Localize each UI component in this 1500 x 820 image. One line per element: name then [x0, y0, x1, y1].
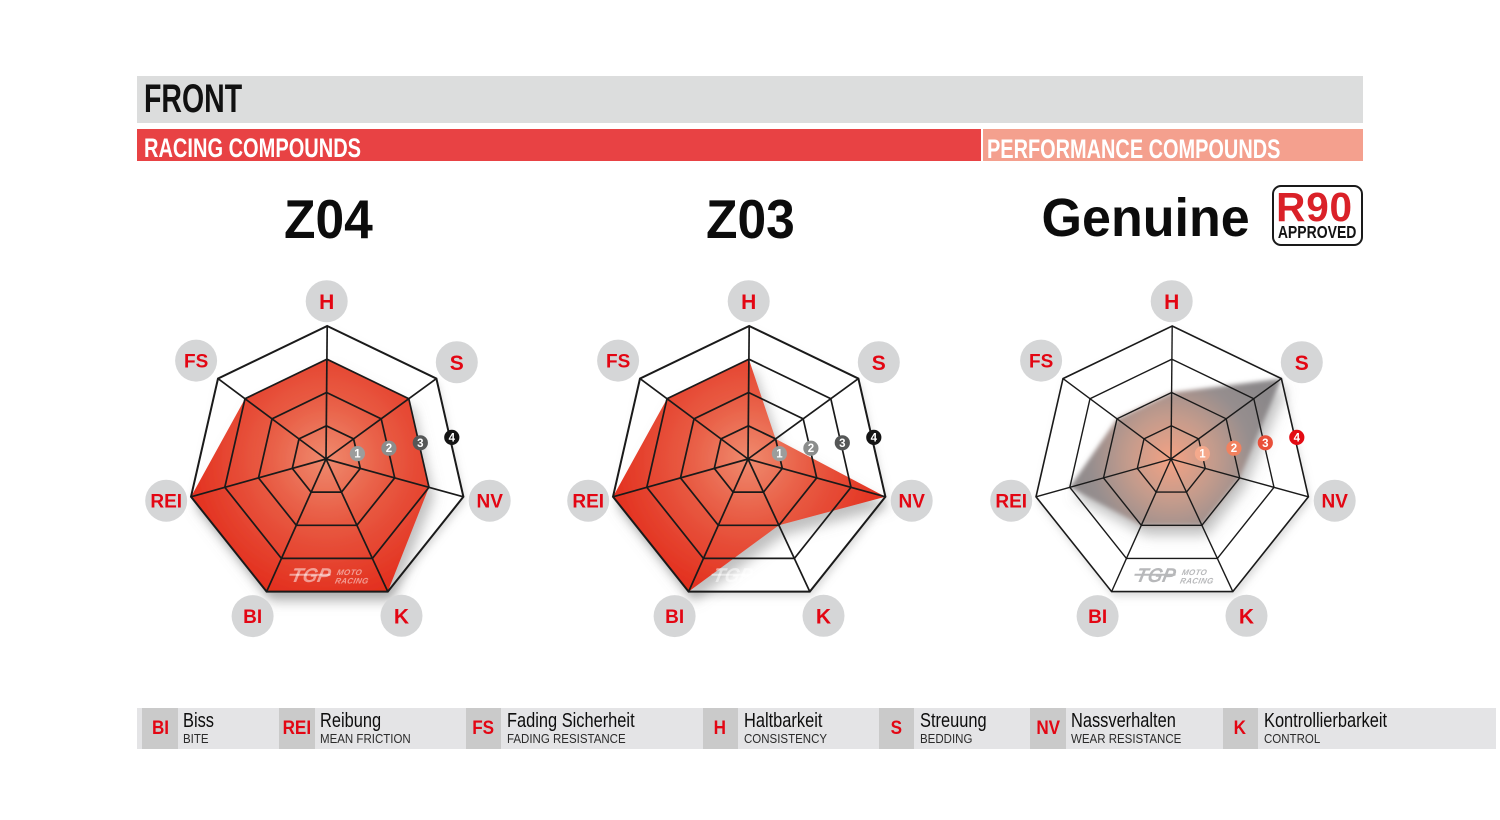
svg-text:3: 3: [1262, 437, 1268, 449]
svg-text:FS: FS: [1029, 351, 1053, 372]
svg-text:NV: NV: [899, 491, 926, 512]
svg-text:REI: REI: [150, 491, 182, 512]
svg-text:2: 2: [1231, 443, 1237, 455]
svg-text:4: 4: [1294, 432, 1301, 444]
svg-text:MOTO: MOTO: [758, 568, 785, 577]
svg-text:REI: REI: [995, 491, 1027, 512]
svg-text:TGP: TGP: [1134, 564, 1179, 586]
svg-text:FS: FS: [606, 351, 630, 372]
svg-text:H: H: [741, 290, 756, 313]
svg-text:RACING: RACING: [1179, 576, 1215, 585]
svg-text:K: K: [1239, 605, 1254, 628]
svg-text:1: 1: [776, 448, 783, 460]
svg-text:K: K: [816, 605, 831, 628]
svg-text:3: 3: [417, 437, 423, 449]
svg-text:FS: FS: [184, 351, 208, 372]
svg-text:K: K: [394, 605, 409, 628]
svg-text:S: S: [872, 351, 886, 374]
svg-text:BI: BI: [243, 606, 262, 627]
svg-text:S: S: [450, 351, 464, 374]
svg-text:MOTO: MOTO: [336, 568, 363, 577]
svg-text:BI: BI: [1088, 606, 1107, 627]
svg-text:REI: REI: [573, 491, 605, 512]
svg-text:RACING: RACING: [757, 576, 793, 585]
svg-text:TGP: TGP: [289, 564, 334, 586]
svg-text:H: H: [1164, 290, 1179, 313]
svg-text:H: H: [319, 290, 334, 313]
svg-text:1: 1: [354, 448, 361, 460]
svg-text:2: 2: [808, 443, 814, 455]
svg-text:S: S: [1295, 351, 1309, 374]
svg-text:MOTO: MOTO: [1181, 568, 1208, 577]
svg-text:2: 2: [386, 443, 392, 455]
svg-text:4: 4: [871, 432, 878, 444]
svg-text:NV: NV: [1321, 491, 1348, 512]
svg-text:1: 1: [1199, 448, 1206, 460]
svg-text:NV: NV: [476, 491, 503, 512]
svg-text:RACING: RACING: [334, 576, 370, 585]
svg-text:4: 4: [449, 432, 456, 444]
svg-text:BI: BI: [665, 606, 684, 627]
svg-text:3: 3: [839, 437, 845, 449]
svg-text:TGP: TGP: [711, 564, 756, 586]
